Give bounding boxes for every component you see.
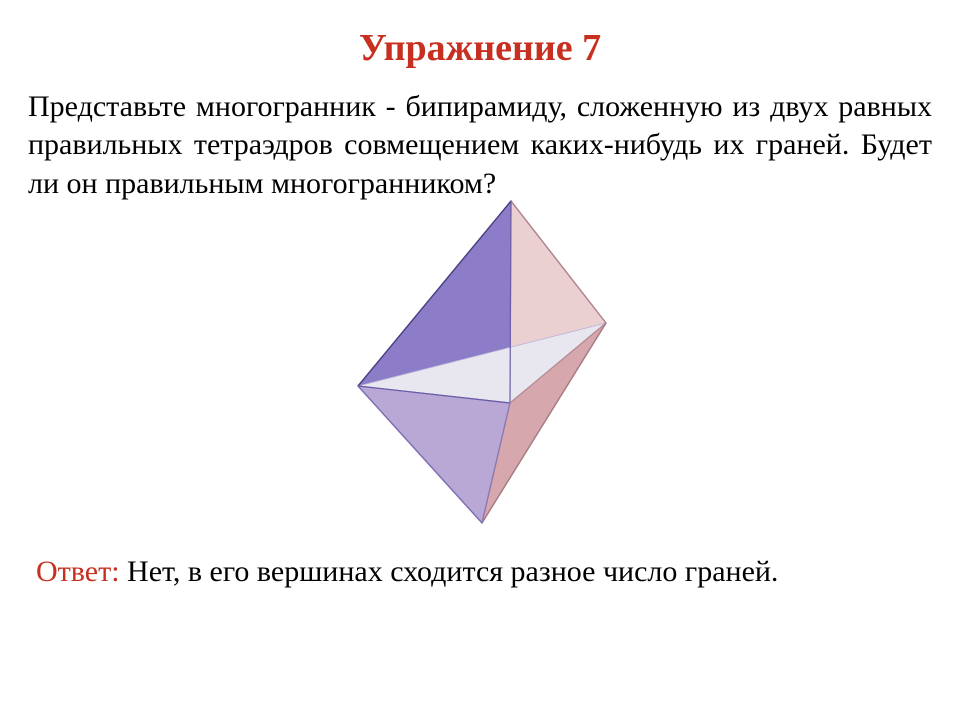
diagram-container [0,183,960,543]
answer-block: Ответ: Нет, в его вершинах сходится разн… [0,553,960,591]
bipyramid-diagram [300,183,660,543]
answer-text: Нет, в его вершинах сходится разное числ… [127,555,778,588]
exercise-title: Упражнение 7 [0,0,960,88]
answer-label: Ответ: [36,555,127,588]
